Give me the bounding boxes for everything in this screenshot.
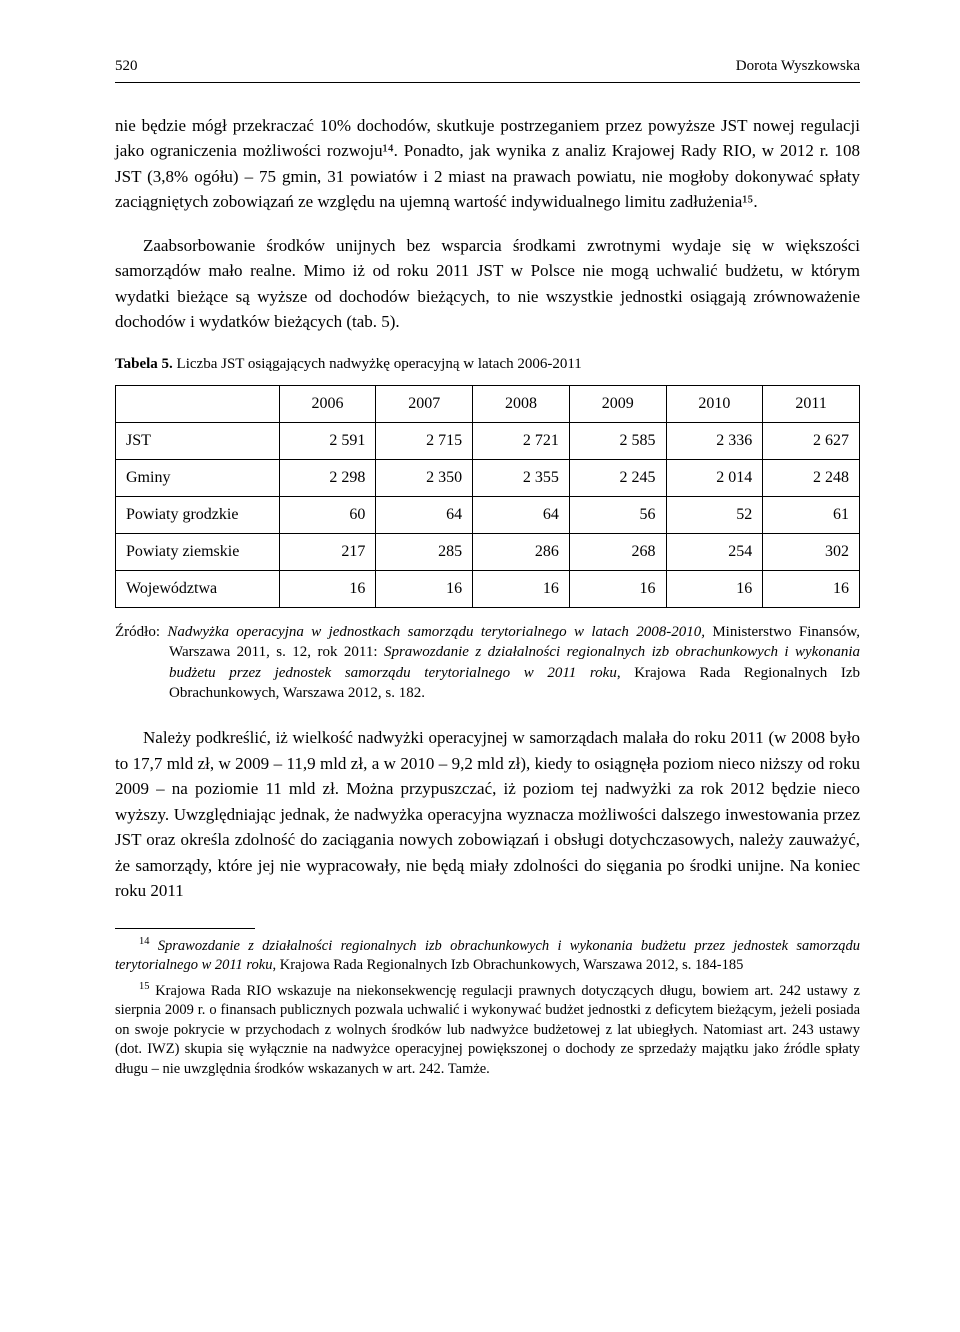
page-number: 520: [115, 55, 138, 78]
table-cell: 2 248: [763, 460, 860, 497]
table-caption-text: Liczba JST osiągających nadwyżkę operacy…: [173, 356, 582, 372]
page-container: 520 Dorota Wyszkowska nie będzie mógł pr…: [0, 0, 960, 1145]
table-col-header: 2008: [473, 386, 570, 423]
footnotes-separator: [115, 928, 255, 929]
header-author: Dorota Wyszkowska: [736, 55, 860, 78]
table-cell: 2 721: [473, 423, 570, 460]
table-row-label: Województwa: [116, 571, 280, 608]
table-row-label: Powiaty grodzkie: [116, 497, 280, 534]
table-cell: 217: [279, 534, 376, 571]
footnote-14-marker: 14: [139, 936, 149, 947]
footnote-15: 15 Krajowa Rada RIO wskazuje na niekonse…: [115, 982, 860, 1080]
table-cell: 16: [376, 571, 473, 608]
table-row-label: Powiaty ziemskie: [116, 534, 280, 571]
table-row: Powiaty ziemskie217285286268254302: [116, 534, 860, 571]
table-nadwyzka: 200620072008200920102011 JST2 5912 7152 …: [115, 385, 860, 608]
table-col-header: 2009: [569, 386, 666, 423]
table-cell: 16: [666, 571, 763, 608]
table-cell: 268: [569, 534, 666, 571]
source-prefix: Źródło:: [115, 624, 167, 640]
table-cell: 254: [666, 534, 763, 571]
table-source: Źródło: Nadwyżka operacyjna w jednostkac…: [115, 622, 860, 703]
table-cell: 2 245: [569, 460, 666, 497]
table-cell: 16: [763, 571, 860, 608]
table-cell: 60: [279, 497, 376, 534]
table-row-label: Gminy: [116, 460, 280, 497]
table-row: Powiaty grodzkie606464565261: [116, 497, 860, 534]
table-cell: 64: [473, 497, 570, 534]
footnote-15-marker: 15: [139, 981, 149, 992]
table-body: JST2 5912 7152 7212 5852 3362 627Gminy2 …: [116, 423, 860, 608]
table-cell: 16: [473, 571, 570, 608]
table-col-header: [116, 386, 280, 423]
table-col-header: 2010: [666, 386, 763, 423]
table-cell: 2 627: [763, 423, 860, 460]
table-cell: 2 585: [569, 423, 666, 460]
table-head: 200620072008200920102011: [116, 386, 860, 423]
table-cell: 2 355: [473, 460, 570, 497]
source-italic-1: Nadwyżka operacyjna w jednostkach samorz…: [167, 624, 705, 640]
table-cell: 64: [376, 497, 473, 534]
table-cell: 286: [473, 534, 570, 571]
paragraph-2: Zaabsorbowanie środków unijnych bez wspa…: [115, 233, 860, 335]
table-cell: 61: [763, 497, 860, 534]
table-cell: 52: [666, 497, 763, 534]
table-cell: 2 014: [666, 460, 763, 497]
table-cell: 2 350: [376, 460, 473, 497]
paragraph-1: nie będzie mógł przekraczać 10% dochodów…: [115, 113, 860, 215]
running-header: 520 Dorota Wyszkowska: [115, 55, 860, 83]
table-row: Gminy2 2982 3502 3552 2452 0142 248: [116, 460, 860, 497]
footnote-15-text: Krajowa Rada RIO wskazuje na niekonsekwe…: [115, 983, 860, 1077]
table-row-label: JST: [116, 423, 280, 460]
table-cell: 16: [279, 571, 376, 608]
table-cell: 2 591: [279, 423, 376, 460]
table-caption-label: Tabela 5.: [115, 356, 173, 372]
table-row: JST2 5912 7152 7212 5852 3362 627: [116, 423, 860, 460]
table-row: Województwa161616161616: [116, 571, 860, 608]
table-cell: 285: [376, 534, 473, 571]
footnote-14-rest: , Krajowa Rada Regionalnych Izb Obrachun…: [272, 957, 743, 973]
table-cell: 302: [763, 534, 860, 571]
table-cell: 16: [569, 571, 666, 608]
table-cell: 2 715: [376, 423, 473, 460]
table-cell: 56: [569, 497, 666, 534]
paragraph-3: Należy podkreślić, iż wielkość nadwyżki …: [115, 725, 860, 904]
table-cell: 2 336: [666, 423, 763, 460]
table-caption: Tabela 5. Liczba JST osiągających nadwyż…: [115, 353, 860, 376]
table-col-header: 2006: [279, 386, 376, 423]
footnote-14: 14 Sprawozdanie z działalności regionaln…: [115, 937, 860, 976]
table-col-header: 2011: [763, 386, 860, 423]
table-col-header: 2007: [376, 386, 473, 423]
table-cell: 2 298: [279, 460, 376, 497]
